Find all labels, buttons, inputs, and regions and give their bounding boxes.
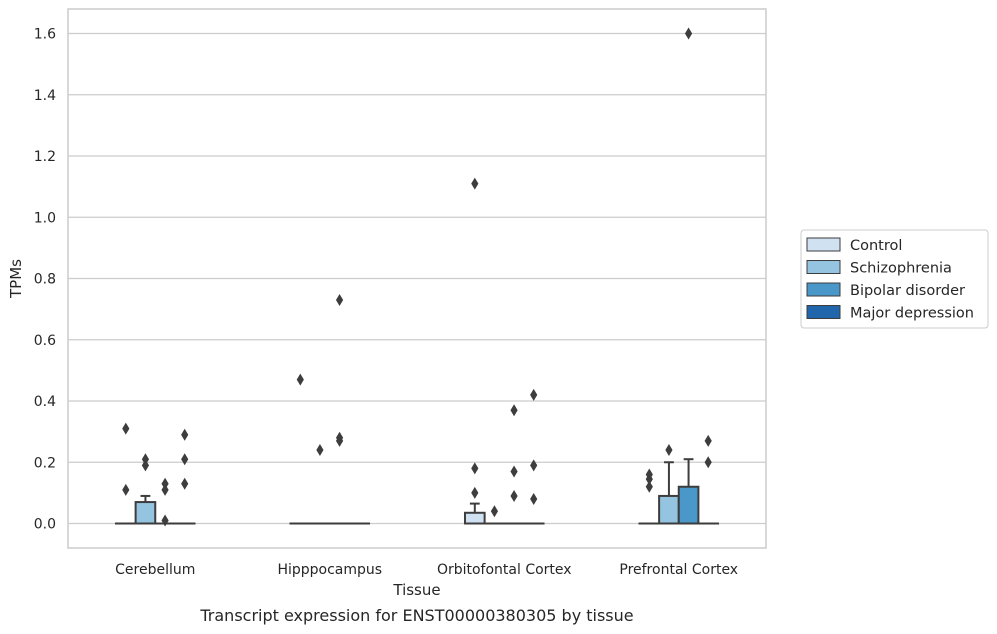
y-tick-label: 0.2 — [34, 455, 56, 471]
outlier-point — [665, 444, 673, 456]
outlier-point — [645, 480, 653, 493]
outlier-point — [530, 388, 538, 401]
outlier-point — [471, 177, 479, 190]
x-tick-label: Cerebellum — [115, 562, 195, 578]
box-control — [463, 502, 486, 525]
box — [677, 485, 700, 525]
outlier-point — [704, 434, 712, 447]
outlier-point — [471, 486, 479, 499]
box-bipolar-disorder — [677, 458, 700, 525]
outlier-point — [704, 456, 712, 469]
outlier-point — [161, 514, 169, 527]
outlier-point — [296, 373, 304, 386]
outlier-point — [335, 431, 344, 444]
gridlines — [68, 32, 766, 525]
plot-frame — [67, 8, 767, 549]
y-tick-label: 1.4 — [34, 88, 56, 104]
legend-swatch — [806, 282, 841, 297]
outlier-point — [684, 27, 693, 40]
chart-caption: Transcript expression for ENST0000038030… — [199, 606, 633, 625]
legend-label: Control — [850, 238, 902, 254]
x-tick-label: Prefrontal Cortex — [619, 562, 738, 578]
y-tick-label: 1.0 — [34, 210, 56, 226]
box — [658, 494, 680, 525]
legend-label: Bipolar disorder — [850, 283, 965, 299]
outlier-point — [122, 422, 130, 435]
legend-swatch — [806, 305, 841, 319]
legend: Control Schizophrenia Bipolar disorder Majo… — [800, 229, 989, 329]
outlier-point — [510, 404, 518, 417]
y-tick-labels: 0.0 0.2 0.4 0.6 0.8 1.0 1.2 1.4 1.6 — [34, 27, 56, 533]
boxes-layer — [114, 458, 720, 525]
x-tick-labels: Cerebellum Hipppocampus Orbitofontal Corte… — [115, 562, 738, 578]
outlier-point — [161, 477, 169, 490]
outlier-point — [645, 468, 653, 481]
outlier-point — [471, 462, 479, 475]
outlier-point — [181, 428, 189, 441]
outlier-point — [181, 477, 189, 490]
x-axis-label: Tissue — [392, 581, 440, 599]
outlier-point — [510, 489, 518, 502]
box-schizophrenia — [658, 461, 680, 525]
box — [134, 501, 157, 525]
y-tick-label: 0.4 — [34, 394, 56, 410]
legend-swatch — [806, 260, 841, 274]
outlier-point — [122, 483, 130, 496]
outlier-point — [490, 505, 499, 518]
outliers-layer — [122, 27, 712, 527]
legend-label: Schizophrenia — [850, 261, 952, 277]
box-schizophrenia — [134, 494, 157, 525]
outlier-point — [141, 459, 150, 472]
outlier-point — [141, 453, 150, 466]
outlier-point — [181, 453, 189, 466]
y-tick-label: 1.6 — [34, 27, 56, 43]
legend-label: Major depression — [850, 306, 974, 322]
outlier-point — [335, 293, 344, 306]
y-tick-label: 1.2 — [34, 149, 56, 165]
outlier-point — [530, 493, 538, 505]
x-tick-label: Hipppocampus — [277, 562, 382, 578]
y-tick-label: 0.8 — [34, 272, 56, 288]
box — [463, 511, 486, 525]
y-tick-label: 0.0 — [34, 517, 56, 533]
y-tick-label: 0.6 — [34, 333, 56, 349]
outlier-point — [510, 465, 518, 478]
outlier-point — [530, 459, 538, 472]
outlier-point — [161, 483, 169, 496]
y-axis-label: TPMs — [7, 259, 25, 299]
legend-frame — [800, 229, 989, 329]
outlier-point — [316, 444, 324, 456]
legend-swatch — [806, 237, 841, 252]
x-tick-label: Orbitofontal Cortex — [437, 562, 572, 578]
